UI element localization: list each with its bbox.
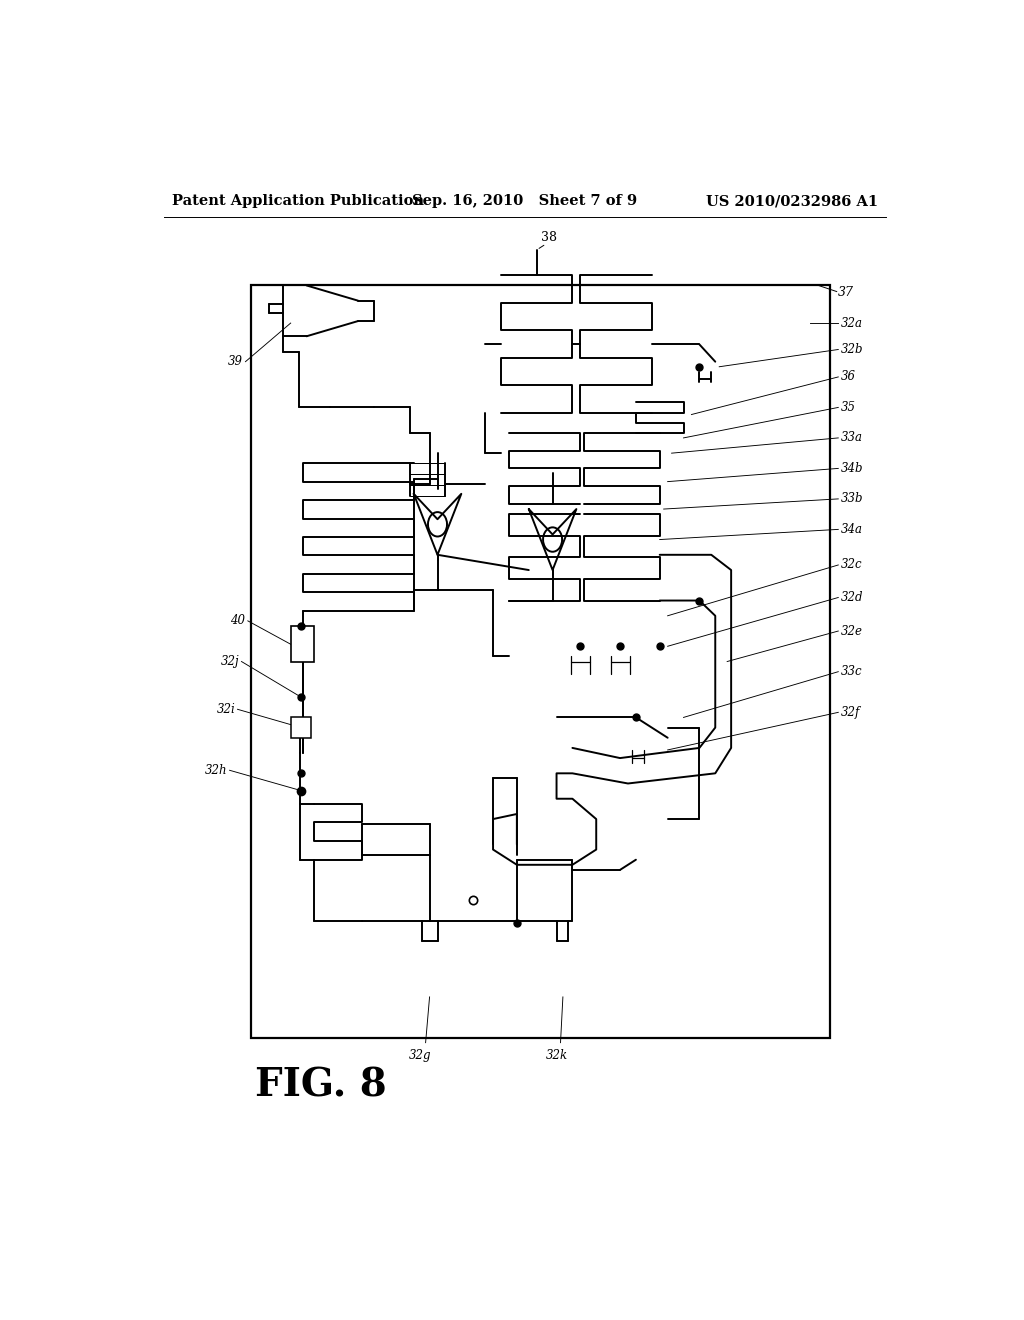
Text: 40: 40 — [230, 614, 246, 627]
Text: 32j: 32j — [220, 655, 240, 668]
Text: 32i: 32i — [216, 702, 236, 715]
Text: Sep. 16, 2010   Sheet 7 of 9: Sep. 16, 2010 Sheet 7 of 9 — [413, 194, 637, 209]
Text: 33c: 33c — [841, 665, 862, 678]
Text: 32h: 32h — [205, 764, 227, 776]
Text: FIG. 8: FIG. 8 — [255, 1067, 387, 1105]
Text: 32a: 32a — [841, 317, 862, 330]
Text: 37: 37 — [839, 286, 854, 300]
Text: 36: 36 — [841, 371, 856, 383]
Text: 32d: 32d — [841, 591, 863, 605]
Text: 33a: 33a — [841, 432, 862, 445]
Text: 39: 39 — [228, 355, 243, 368]
Text: 32b: 32b — [841, 343, 863, 356]
Text: 34a: 34a — [841, 523, 862, 536]
Text: 32k: 32k — [546, 1049, 567, 1061]
Bar — [291, 718, 310, 738]
Text: 32f: 32f — [841, 706, 860, 719]
Text: 38: 38 — [541, 231, 557, 244]
Text: 32e: 32e — [841, 624, 862, 638]
Text: 33b: 33b — [841, 492, 863, 506]
Text: 32c: 32c — [841, 558, 862, 572]
Text: 34b: 34b — [841, 462, 863, 475]
Bar — [291, 626, 314, 661]
Text: 35: 35 — [841, 401, 856, 414]
Text: US 2010/0232986 A1: US 2010/0232986 A1 — [706, 194, 878, 209]
Text: Patent Application Publication: Patent Application Publication — [172, 194, 424, 209]
Text: 32g: 32g — [409, 1049, 431, 1061]
Bar — [251, 285, 830, 1038]
